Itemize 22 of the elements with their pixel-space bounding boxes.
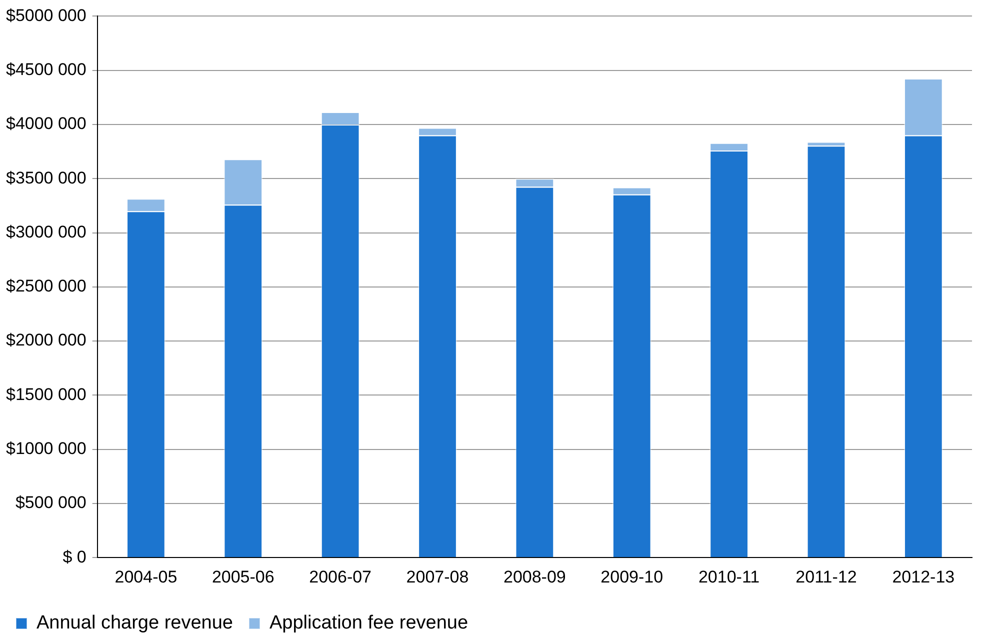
x-tick-label: 2010-11 [698, 567, 760, 586]
y-tick-label: $3500 000 [6, 168, 86, 188]
x-tick-label: 2005-06 [212, 567, 274, 586]
y-tick-label: $1000 000 [6, 439, 86, 458]
y-tick-label: $4000 000 [6, 114, 86, 134]
y-tick-label: $2000 000 [6, 330, 86, 350]
y-tick-label: $500 000 [15, 493, 86, 512]
x-tick-label: 2007-08 [406, 567, 469, 586]
x-tick-label: 2006-07 [309, 567, 372, 586]
x-tick-label: 2004-05 [114, 567, 178, 586]
y-tick-label: $ 0 [62, 547, 86, 566]
x-tick-label: 2009-10 [600, 567, 664, 586]
x-tick-label: 2012-13 [892, 567, 955, 586]
legend-label: Annual charge revenue [36, 612, 233, 634]
x-tick-label: 2011-12 [796, 567, 857, 586]
legend-label: Application fee revenue [269, 612, 468, 634]
y-tick-label: $4500 000 [6, 60, 86, 80]
y-tick-label: $3000 000 [6, 222, 86, 242]
y-tick-label: $2500 000 [6, 276, 86, 296]
x-tick-label: 2008-09 [503, 567, 566, 586]
y-tick-label: $5000 000 [6, 6, 86, 25]
y-tick-label: $1500 000 [6, 384, 86, 404]
